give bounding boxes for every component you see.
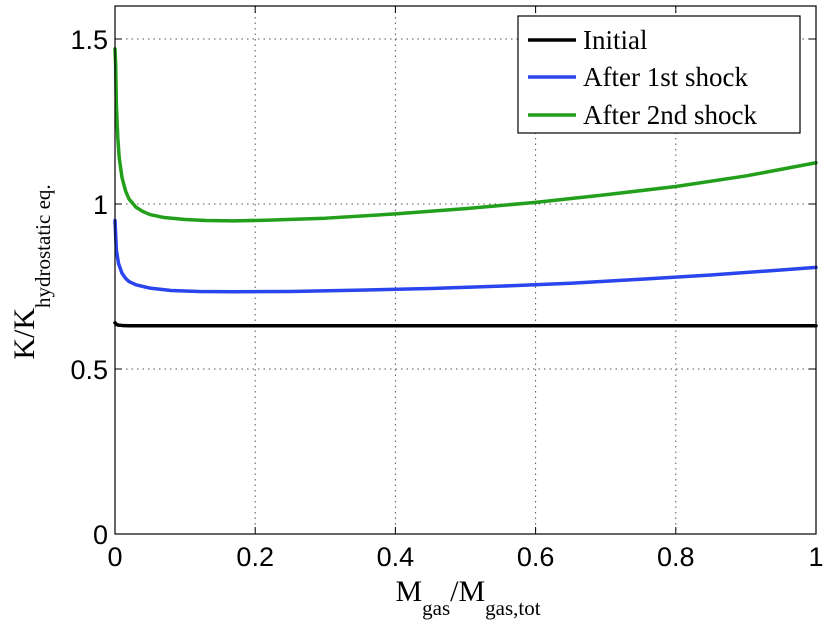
x-tick-label: 0.2 <box>236 542 274 572</box>
plot-frame <box>114 5 817 535</box>
x-tick-label: 0.8 <box>657 542 695 572</box>
y-tick-label: 0 <box>93 520 108 550</box>
x-tick-label: 1 <box>808 542 823 572</box>
y-tick-label: 1.5 <box>70 25 108 55</box>
y-axis-label: K/Khydrostatic eq. <box>8 184 55 359</box>
plot-series <box>113 47 818 328</box>
x-tick-label: 0.6 <box>517 542 555 572</box>
series-line-initial <box>113 321 818 328</box>
y-tick-label: 0.5 <box>70 355 108 385</box>
x-axis-label: Mgas/Mgas,tot <box>395 575 540 620</box>
legend-label-after-1st-shock: After 1st shock <box>583 62 748 92</box>
legend-label-initial: Initial <box>583 25 647 55</box>
legend: Initial After 1st shock After 2nd shock <box>517 15 801 134</box>
x-tick-label: 0 <box>107 542 122 572</box>
series-line-after-2nd-shock <box>113 47 818 223</box>
axis-ticks: 0 0.2 0.4 0.6 0.8 1 0 0.5 1 1.5 <box>70 6 824 572</box>
y-tick-label: 1 <box>93 190 108 220</box>
x-tick-label: 0.4 <box>377 542 415 572</box>
series-line-after-1st-shock <box>113 218 818 294</box>
legend-label-after-2nd-shock: After 2nd shock <box>583 100 757 130</box>
